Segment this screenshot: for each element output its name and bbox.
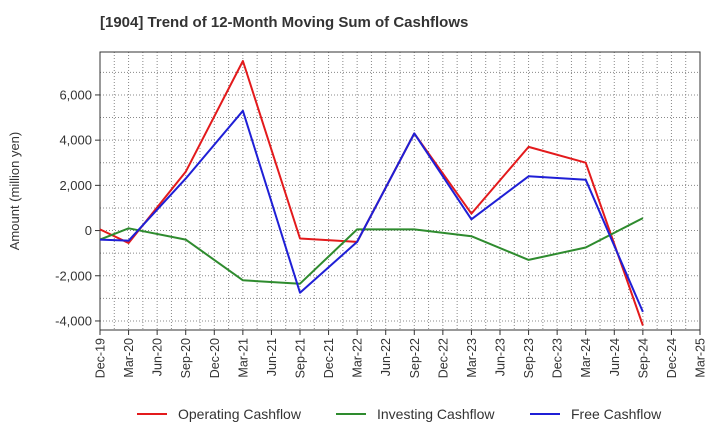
x-tick-label: Dec-19 [94,338,108,378]
x-tick-label: Jun-24 [608,338,622,376]
x-tick-label: Mar-21 [236,338,250,378]
series-line-3 [99,109,644,313]
y-tick-label: 6,000 [59,87,92,102]
y-axis-label: Amount (million yen) [7,132,22,251]
x-tick-label: Sep-20 [179,338,193,378]
x-tick-label: Jun-21 [265,338,279,376]
x-tick-label: Jun-20 [151,338,165,376]
series-line-2 [99,217,644,285]
axes: -4,000 -2,000 0 2,000 4,000 6,000 Dec-19 Mar-20… [55,51,708,378]
legend-label: Free Cashflow [571,406,662,422]
x-tick-label: Sep-23 [522,338,536,378]
x-tick-label: Dec-23 [551,338,565,378]
x-tick-label: Dec-22 [436,338,450,378]
y-tick-label: 0 [85,223,92,238]
series-lines [99,60,644,326]
x-tick-label: Mar-24 [579,338,593,378]
legend: Operating Cashflow Investing Cashflow Free… [137,406,662,422]
grid [99,52,701,330]
x-tick-label: Dec-24 [665,338,679,378]
x-tick-label: Sep-24 [636,338,650,378]
y-tick-label: 4,000 [59,133,92,148]
plot-frame [99,51,701,331]
y-tick-label: -2,000 [55,268,92,283]
x-tick-label: Jun-23 [494,338,508,376]
x-tick-label: Sep-21 [294,338,308,378]
y-tick-label: -4,000 [55,313,92,328]
x-tick-label: Mar-25 [694,338,708,378]
legend-label: Investing Cashflow [377,406,495,422]
chart-title: [1904] Trend of 12-Month Moving Sum of C… [100,14,469,31]
x-tick-label: Dec-21 [322,338,336,378]
x-tick-label: Mar-20 [122,338,136,378]
y-tick-label: 2,000 [59,178,92,193]
x-tick-label: Mar-23 [465,338,479,378]
x-tick-label: Mar-22 [351,338,365,378]
x-tick-label: Dec-20 [208,338,222,378]
x-tick-label: Sep-22 [408,338,422,378]
x-tick-label: Jun-22 [379,338,393,376]
legend-label: Operating Cashflow [178,406,302,422]
